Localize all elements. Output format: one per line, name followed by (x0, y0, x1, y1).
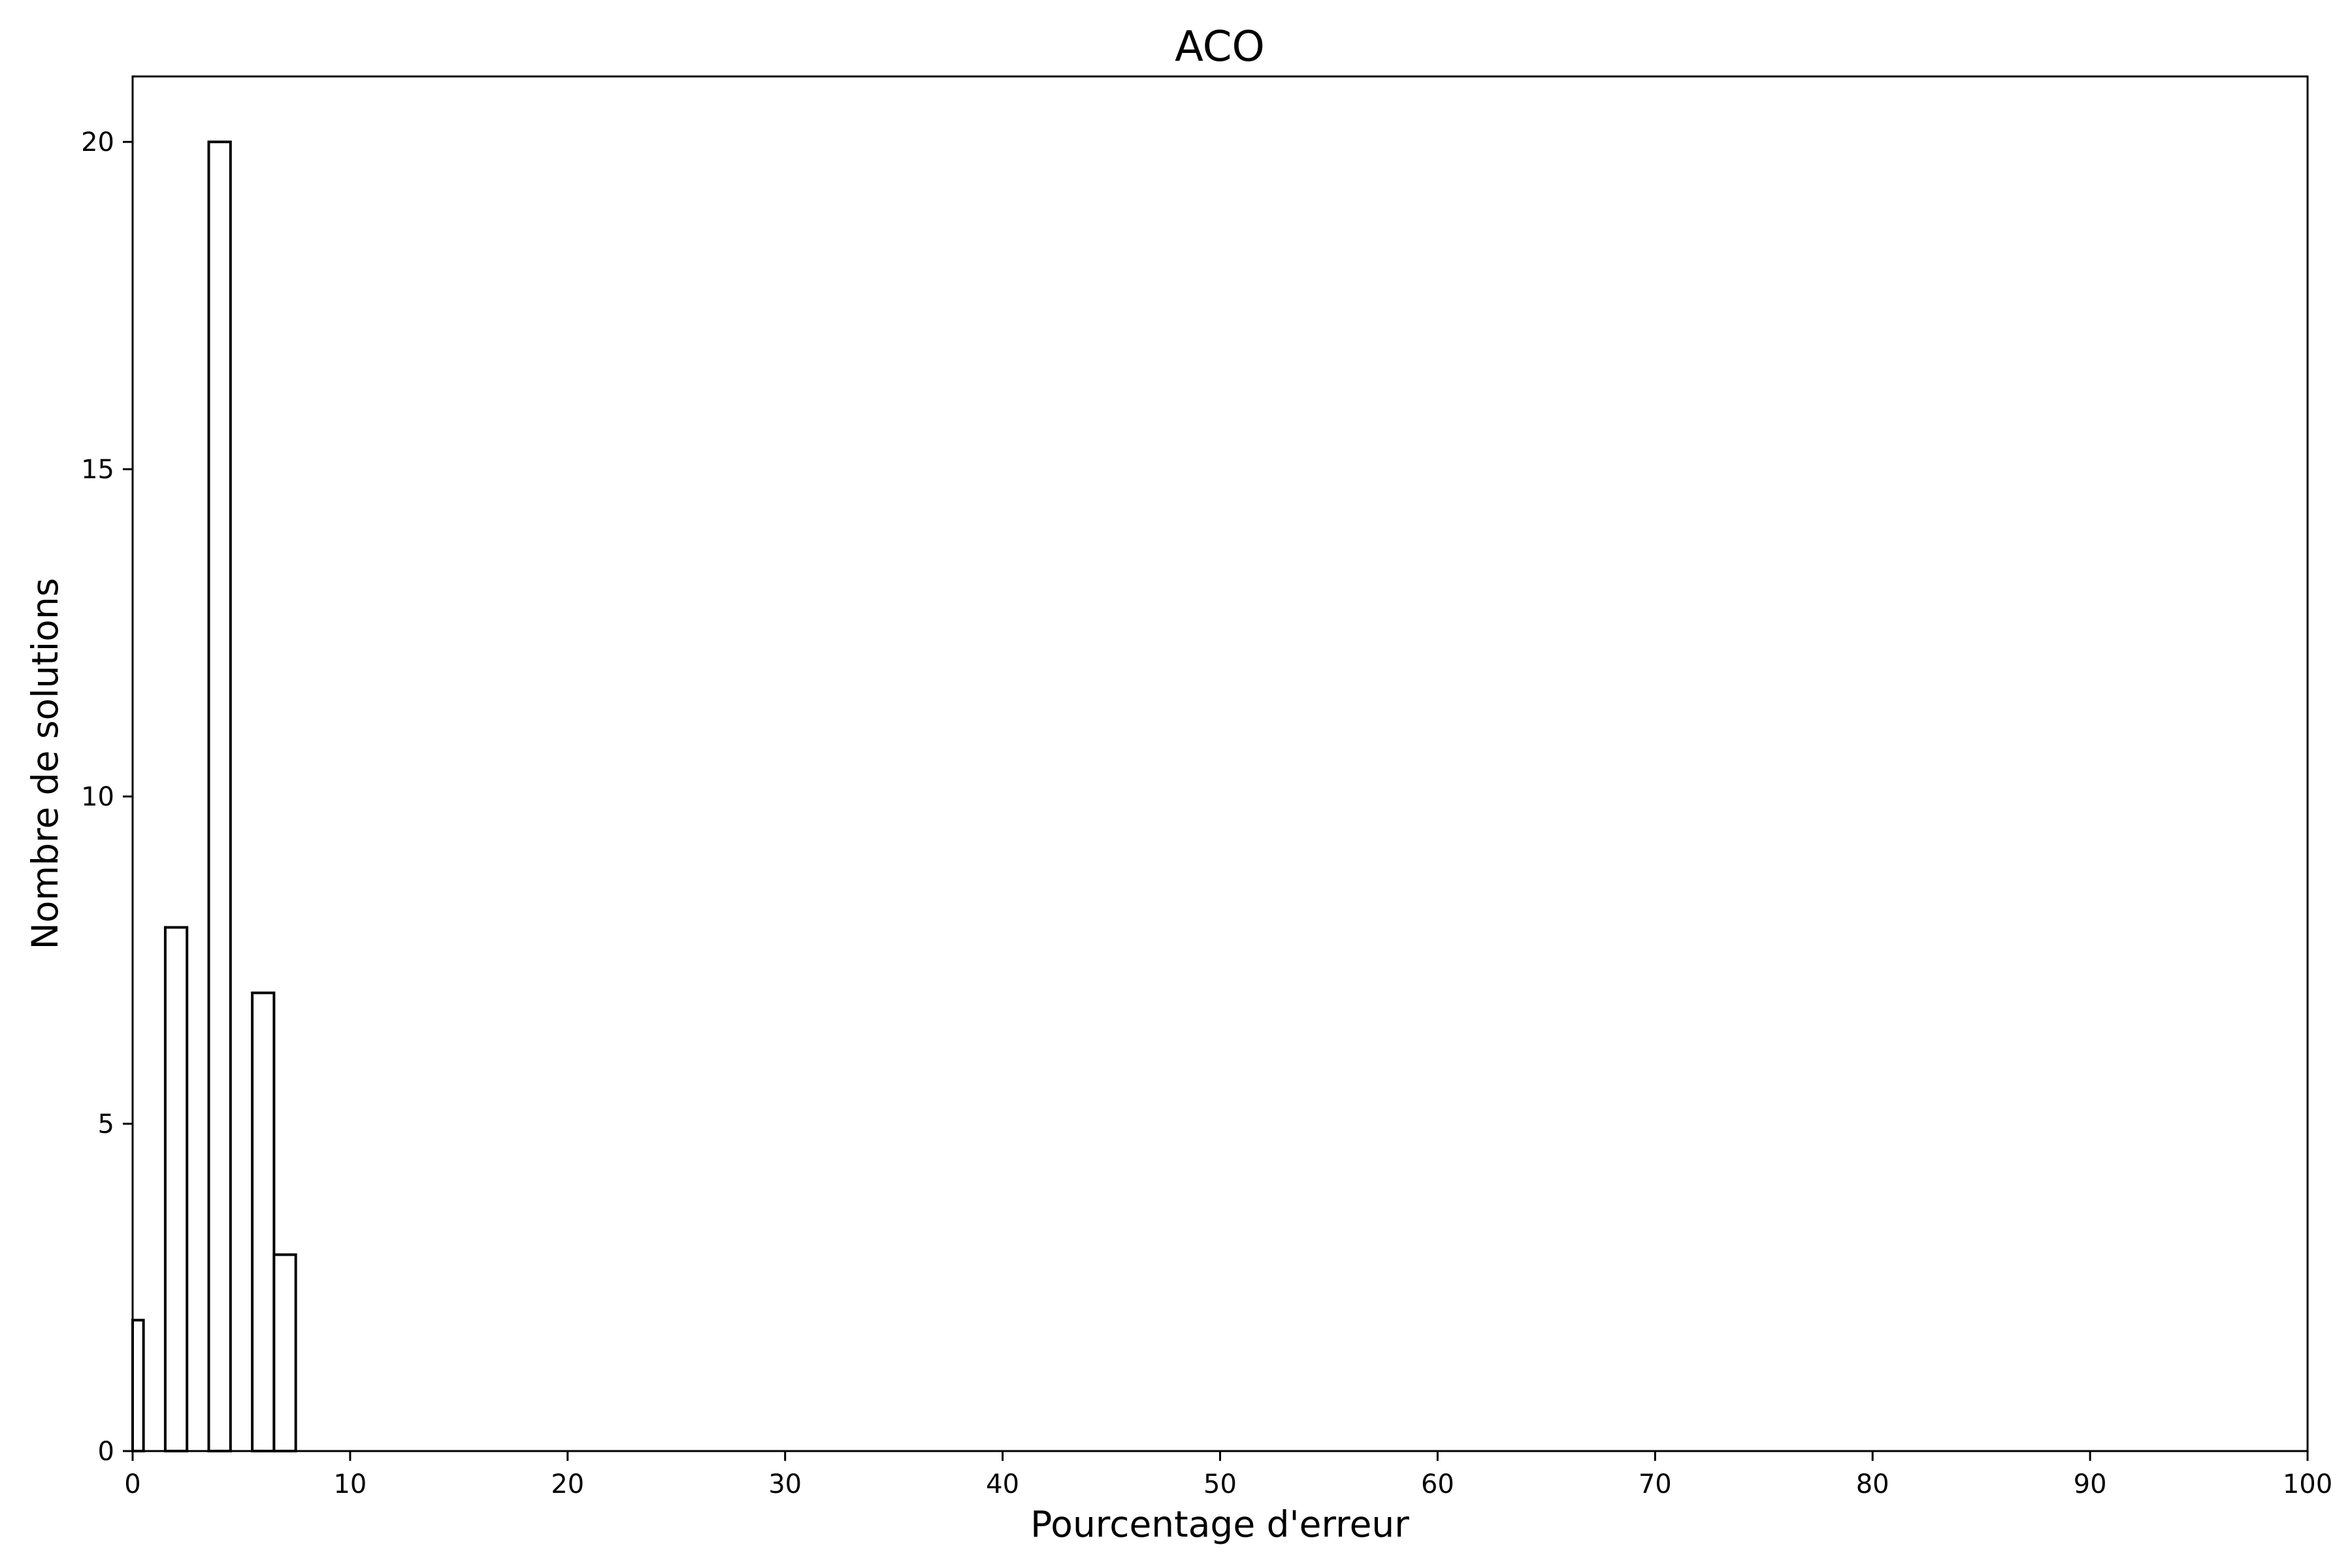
x-tick-label: 0 (124, 1469, 140, 1499)
x-tick-label: 80 (1856, 1469, 1889, 1499)
x-tick-label: 70 (1639, 1469, 1672, 1499)
y-tick-label: 5 (98, 1109, 114, 1139)
y-axis-label: Nombre de solutions (24, 578, 66, 950)
x-tick-label: 60 (1421, 1469, 1454, 1499)
y-tick-label: 0 (98, 1437, 114, 1467)
histogram-bar-3 (251, 991, 276, 1452)
x-tick-label: 40 (986, 1469, 1019, 1499)
y-tick-label: 15 (81, 455, 114, 485)
histogram-bar-2 (207, 140, 232, 1453)
x-tick-label: 90 (2074, 1469, 2107, 1499)
x-tick-label: 10 (333, 1469, 367, 1499)
histogram-bar-1 (163, 926, 189, 1452)
x-axis-label: Pourcentage d'erreur (1030, 1503, 1409, 1545)
histogram-bar-0 (131, 1318, 145, 1452)
bars-group (131, 140, 297, 1453)
histogram-bar-4 (272, 1253, 297, 1453)
plot-frame (131, 75, 2309, 1452)
x-tick-label: 20 (551, 1469, 584, 1499)
chart-title: ACO (1175, 23, 1265, 71)
x-tick-label: 50 (1203, 1469, 1237, 1499)
y-tick-label: 20 (81, 127, 114, 157)
x-tick-label: 100 (2283, 1469, 2332, 1499)
x-tick-label: 30 (768, 1469, 802, 1499)
x-axis-ticks: 0 10 20 30 40 50 60 70 80 90 100 (124, 1451, 2332, 1499)
y-axis-ticks: 0 5 10 15 20 (81, 127, 133, 1467)
y-tick-label: 10 (81, 782, 114, 812)
